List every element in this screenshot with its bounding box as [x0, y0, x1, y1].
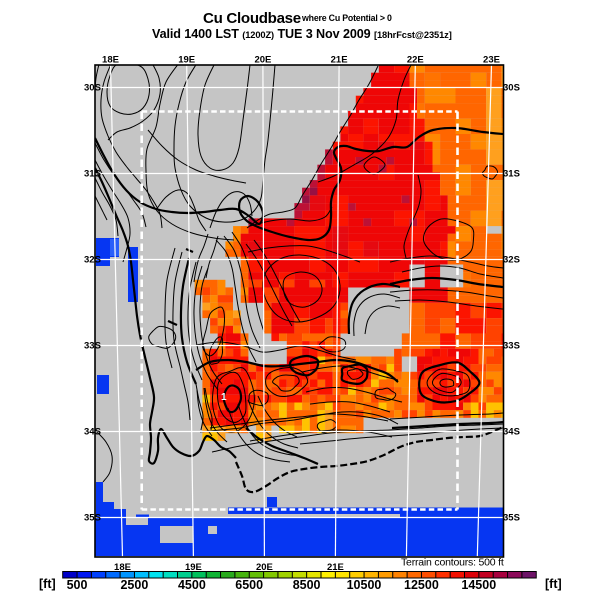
svg-text:14500: 14500 [461, 578, 496, 592]
svg-text:35S: 35S [84, 513, 101, 524]
svg-text:21E: 21E [331, 55, 348, 66]
svg-text:8500: 8500 [293, 578, 321, 592]
svg-text:34S: 34S [503, 427, 520, 438]
svg-text:6500: 6500 [235, 578, 263, 592]
svg-text:where Cu Potential > 0: where Cu Potential > 0 [301, 13, 392, 23]
svg-text:30S: 30S [84, 83, 101, 94]
svg-text:33S: 33S [503, 341, 520, 352]
svg-text:21E: 21E [327, 562, 344, 573]
svg-text:35S: 35S [503, 513, 520, 524]
svg-text:500: 500 [67, 578, 88, 592]
svg-text:19E: 19E [178, 55, 195, 66]
svg-text:32S: 32S [503, 255, 520, 266]
svg-text:1: 1 [221, 392, 227, 403]
svg-text:[ft]: [ft] [39, 577, 56, 591]
svg-text:22E: 22E [407, 55, 424, 66]
svg-text:34S: 34S [84, 427, 101, 438]
svg-text:20E: 20E [254, 55, 271, 66]
svg-text:4500: 4500 [178, 578, 206, 592]
svg-text:20E: 20E [256, 562, 273, 573]
svg-text:2500: 2500 [120, 578, 148, 592]
svg-text:18E: 18E [114, 562, 131, 573]
svg-text:12500: 12500 [404, 578, 439, 592]
svg-text:19E: 19E [185, 562, 202, 573]
svg-text:[ft]: [ft] [545, 577, 562, 591]
svg-text:10500: 10500 [347, 578, 382, 592]
svg-text:Valid 1400 LST (1200Z) TUE 3 N: Valid 1400 LST (1200Z) TUE 3 Nov 2009 [1… [152, 27, 452, 41]
svg-text:Cu Cloudbase: Cu Cloudbase [203, 10, 301, 27]
svg-text:33S: 33S [84, 341, 101, 352]
svg-text:31S: 31S [503, 169, 520, 180]
svg-text:31S: 31S [84, 169, 101, 180]
svg-text:Terrain contours: 500 ft: Terrain contours: 500 ft [401, 557, 504, 569]
svg-text:30S: 30S [503, 83, 520, 94]
svg-text:23E: 23E [483, 55, 500, 66]
svg-text:18E: 18E [102, 55, 119, 66]
svg-text:32S: 32S [84, 255, 101, 266]
